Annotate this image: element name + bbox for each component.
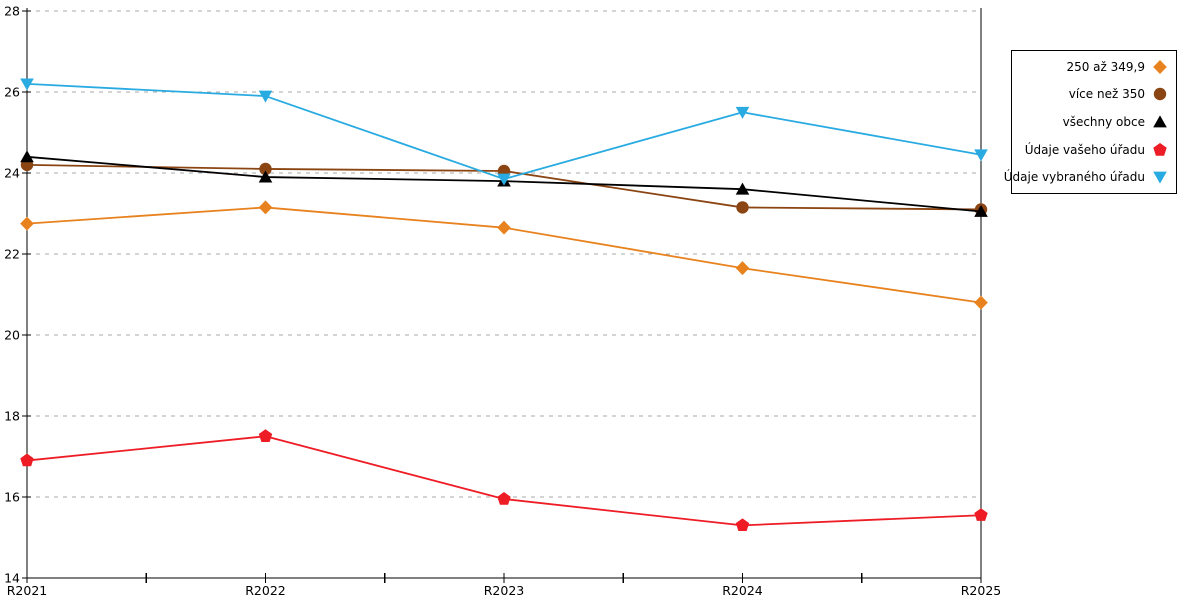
series-marker — [20, 150, 34, 163]
series-marker — [20, 453, 34, 467]
series-marker — [1153, 88, 1167, 101]
triangle-down-marker-icon — [1153, 171, 1167, 184]
legend-item: více než 350 — [1012, 86, 1176, 102]
series-marker — [258, 170, 273, 183]
y-tick-label: 16 — [4, 490, 20, 505]
x-tick-label: R2023 — [484, 583, 525, 598]
x-tick-label: R2021 — [7, 583, 48, 598]
legend-item: Údaje vašeho úřadu — [1012, 142, 1176, 158]
series-marker — [258, 200, 273, 215]
series-marker — [497, 492, 511, 505]
series-marker — [497, 220, 511, 235]
x-tick-label: R2025 — [961, 583, 1002, 598]
y-tick-label: 20 — [4, 328, 20, 343]
series-marker — [1153, 142, 1167, 156]
circle-marker-icon — [1153, 88, 1167, 101]
x-tick-label: R2022 — [245, 583, 286, 598]
y-tick-label: 26 — [4, 85, 20, 100]
legend-label: Údaje vybraného úřadu — [1003, 170, 1145, 185]
series-marker — [735, 182, 750, 195]
series-marker — [1153, 171, 1167, 184]
series-marker — [20, 78, 34, 91]
legend-item: všechny obce — [1012, 114, 1176, 130]
legend-label: Údaje vašeho úřadu — [1024, 142, 1145, 157]
legend-label: 250 až 349,9 — [1066, 59, 1145, 74]
series-marker — [974, 508, 988, 521]
triangle-up-marker-icon — [1153, 115, 1167, 128]
y-tick-label: 22 — [4, 247, 20, 262]
series-0 — [20, 200, 988, 310]
legend-item: Údaje vybraného úřadu — [1004, 169, 1176, 185]
series-marker — [497, 173, 511, 186]
y-tick-label: 14 — [4, 571, 20, 586]
series-marker — [1153, 115, 1167, 128]
series-marker — [258, 429, 273, 442]
series-marker — [735, 106, 750, 119]
series-marker — [258, 90, 273, 103]
series-marker — [736, 201, 749, 214]
pentagon-marker-icon — [1153, 142, 1167, 156]
legend-item: 250 až 349,9 — [1012, 59, 1176, 75]
series-marker — [20, 216, 34, 231]
series-marker — [1153, 59, 1167, 74]
series-marker — [974, 149, 988, 162]
legend: 250 až 349,9 více než 350 všechny obce Ú… — [1004, 50, 1177, 194]
legend-label: všechny obce — [1062, 114, 1145, 129]
series-4 — [20, 78, 988, 186]
series-marker — [974, 204, 988, 217]
x-tick-label: R2024 — [722, 583, 763, 598]
series-3 — [20, 429, 988, 532]
legend-label: více než 350 — [1068, 87, 1145, 102]
series-marker — [735, 261, 750, 276]
y-tick-label: 18 — [4, 409, 20, 424]
series-marker — [974, 295, 988, 310]
series-marker — [259, 162, 272, 176]
diamond-marker-icon — [1153, 59, 1167, 74]
series-1 — [20, 158, 988, 216]
y-tick-label: 24 — [4, 166, 20, 181]
series-marker — [735, 518, 750, 532]
series-line — [26, 435, 982, 527]
y-tick-label: 28 — [4, 4, 20, 19]
